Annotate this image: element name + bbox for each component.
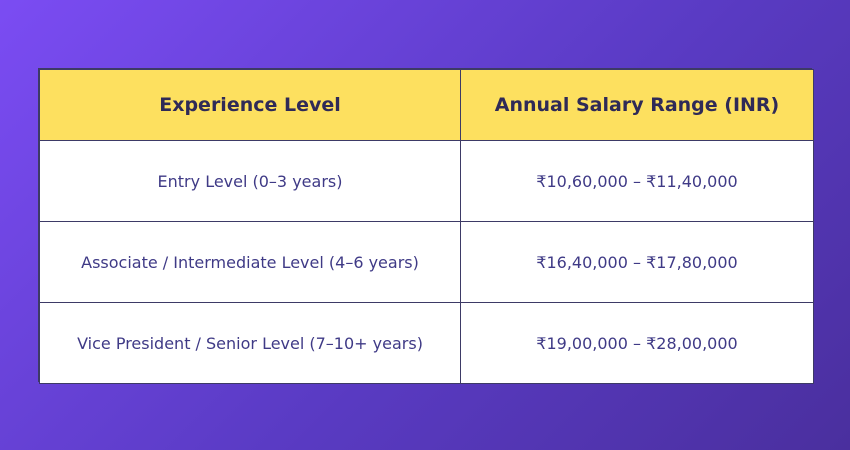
header-row: Experience Level Annual Salary Range (IN… — [39, 69, 814, 141]
header-experience-level: Experience Level — [39, 69, 461, 141]
cell-experience-level: Associate / Intermediate Level (4–6 year… — [39, 221, 461, 303]
salary-table: Experience Level Annual Salary Range (IN… — [39, 69, 814, 384]
cell-salary-range: ₹16,40,000 – ₹17,80,000 — [460, 221, 814, 303]
table-body: Entry Level (0–3 years) ₹10,60,000 – ₹11… — [39, 140, 814, 384]
salary-table-container: Experience Level Annual Salary Range (IN… — [38, 68, 814, 384]
cell-salary-range: ₹10,60,000 – ₹11,40,000 — [460, 140, 814, 222]
table-row: Vice President / Senior Level (7–10+ yea… — [39, 302, 814, 384]
table-row: Associate / Intermediate Level (4–6 year… — [39, 221, 814, 303]
table-row: Entry Level (0–3 years) ₹10,60,000 – ₹11… — [39, 140, 814, 222]
table-header: Experience Level Annual Salary Range (IN… — [39, 69, 814, 141]
cell-experience-level: Vice President / Senior Level (7–10+ yea… — [39, 302, 461, 384]
cell-experience-level: Entry Level (0–3 years) — [39, 140, 461, 222]
header-annual-salary-range: Annual Salary Range (INR) — [460, 69, 814, 141]
cell-salary-range: ₹19,00,000 – ₹28,00,000 — [460, 302, 814, 384]
